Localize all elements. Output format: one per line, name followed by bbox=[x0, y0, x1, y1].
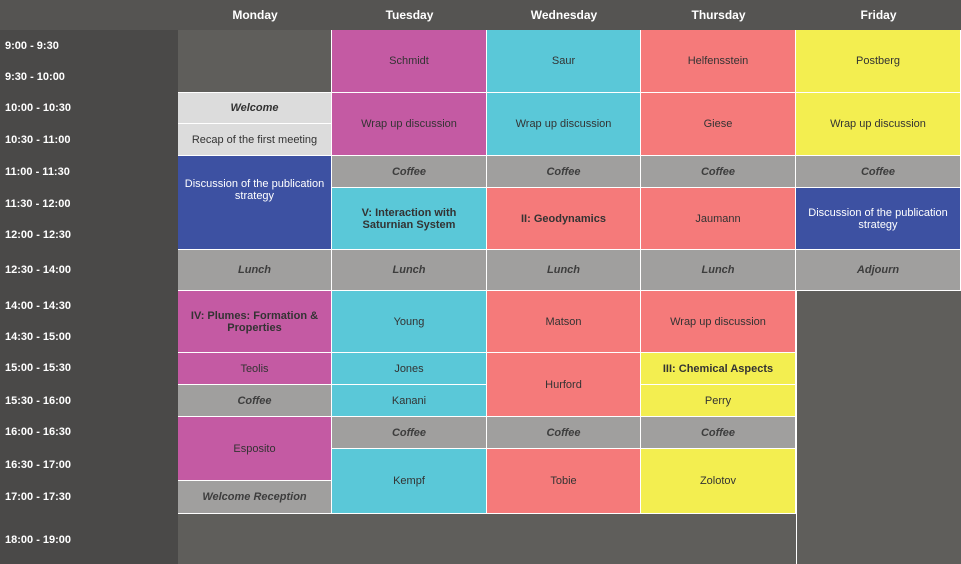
tuesday-kempf[interactable]: Kempf bbox=[332, 449, 487, 514]
wednesday-matson[interactable]: Matson bbox=[487, 291, 641, 353]
time-label: 10:00 - 10:30 bbox=[5, 102, 72, 114]
thursday-jaumann[interactable]: Jaumann bbox=[641, 188, 796, 250]
time-label: 17:00 - 17:30 bbox=[5, 491, 72, 503]
tuesday-young[interactable]: Young bbox=[332, 291, 487, 353]
friday-coffee[interactable]: Coffee bbox=[796, 156, 961, 188]
wednesday-coffee-afternoon[interactable]: Coffee bbox=[487, 417, 641, 449]
time-label: 14:00 - 14:30 bbox=[5, 300, 72, 312]
monday-welcome[interactable]: Welcome bbox=[178, 93, 332, 124]
tuesday-kanani[interactable]: Kanani bbox=[332, 385, 487, 417]
wednesday-hurford[interactable]: Hurford bbox=[487, 353, 641, 417]
thursday-helfensstein[interactable]: Helfensstein bbox=[641, 30, 796, 93]
monday-recap[interactable]: Recap of the first meeting bbox=[178, 124, 332, 156]
wednesday-wrapup[interactable]: Wrap up discussion bbox=[487, 93, 641, 156]
time-label: 10:30 - 11:00 bbox=[5, 134, 71, 146]
tuesday-coffee[interactable]: Coffee bbox=[332, 156, 487, 188]
evening-empty-area bbox=[178, 514, 796, 564]
day-header-friday: Friday bbox=[860, 8, 897, 22]
time-label: 16:30 - 17:00 bbox=[5, 459, 72, 471]
time-label: 15:30 - 16:00 bbox=[5, 395, 72, 407]
monday-esposito[interactable]: Esposito bbox=[178, 417, 332, 481]
day-header-wednesday: Wednesday bbox=[530, 8, 598, 22]
wednesday-geodynamics-session[interactable]: II: Geodynamics bbox=[487, 188, 641, 250]
friday-wrapup[interactable]: Wrap up discussion bbox=[796, 93, 961, 156]
thursday-wrapup[interactable]: Wrap up discussion bbox=[641, 291, 796, 353]
time-label: 18:00 - 19:00 bbox=[5, 534, 72, 546]
time-label: 11:30 - 12:00 bbox=[5, 198, 71, 210]
time-label: 11:00 - 11:30 bbox=[5, 166, 70, 178]
tuesday-jones[interactable]: Jones bbox=[332, 353, 487, 385]
thursday-zolotov[interactable]: Zolotov bbox=[641, 449, 796, 514]
thursday-perry[interactable]: Perry bbox=[641, 385, 796, 417]
time-label: 14:30 - 15:00 bbox=[5, 331, 72, 343]
day-header-monday: Monday bbox=[232, 8, 278, 22]
tuesday-schmidt[interactable]: Schmidt bbox=[332, 30, 487, 93]
time-column bbox=[0, 30, 178, 564]
tuesday-saturnian-session[interactable]: V: Interaction with Saturnian System bbox=[332, 188, 487, 250]
monday-lunch[interactable]: Lunch bbox=[178, 250, 332, 291]
thursday-coffee-afternoon[interactable]: Coffee bbox=[641, 417, 796, 449]
friday-postberg[interactable]: Postberg bbox=[796, 30, 961, 93]
time-label: 12:30 - 14:00 bbox=[5, 264, 72, 276]
time-label: 12:00 - 12:30 bbox=[5, 229, 72, 241]
monday-publication-discussion[interactable]: Discussion of the publication strategy bbox=[178, 156, 332, 250]
friday-adjourn[interactable]: Adjourn bbox=[796, 250, 961, 291]
wednesday-saur[interactable]: Saur bbox=[487, 30, 641, 93]
monday-teolis[interactable]: Teolis bbox=[178, 353, 332, 385]
monday-empty-slot bbox=[178, 30, 332, 93]
tuesday-lunch[interactable]: Lunch bbox=[332, 250, 487, 291]
wednesday-coffee[interactable]: Coffee bbox=[487, 156, 641, 188]
time-label: 9:30 - 10:00 bbox=[5, 71, 65, 83]
friday-publication-discussion[interactable]: Discussion of the publication strategy bbox=[796, 188, 961, 250]
friday-empty-area bbox=[796, 291, 961, 564]
time-label: 16:00 - 16:30 bbox=[5, 426, 72, 438]
monday-welcome-reception[interactable]: Welcome Reception bbox=[178, 481, 332, 514]
tuesday-coffee-afternoon[interactable]: Coffee bbox=[332, 417, 487, 449]
monday-plumes-session[interactable]: IV: Plumes: Formation & Properties bbox=[178, 291, 332, 353]
time-label: 9:00 - 9:30 bbox=[5, 40, 59, 52]
wednesday-tobie[interactable]: Tobie bbox=[487, 449, 641, 514]
day-header-tuesday: Tuesday bbox=[385, 8, 434, 22]
time-label: 15:00 - 15:30 bbox=[5, 362, 72, 374]
thursday-coffee[interactable]: Coffee bbox=[641, 156, 796, 188]
day-header-thursday: Thursday bbox=[691, 8, 746, 22]
thursday-giese[interactable]: Giese bbox=[641, 93, 796, 156]
monday-coffee[interactable]: Coffee bbox=[178, 385, 332, 417]
wednesday-lunch[interactable]: Lunch bbox=[487, 250, 641, 291]
thursday-lunch[interactable]: Lunch bbox=[641, 250, 796, 291]
thursday-chemical-session[interactable]: III: Chemical Aspects bbox=[641, 353, 796, 385]
tuesday-wrapup[interactable]: Wrap up discussion bbox=[332, 93, 487, 156]
